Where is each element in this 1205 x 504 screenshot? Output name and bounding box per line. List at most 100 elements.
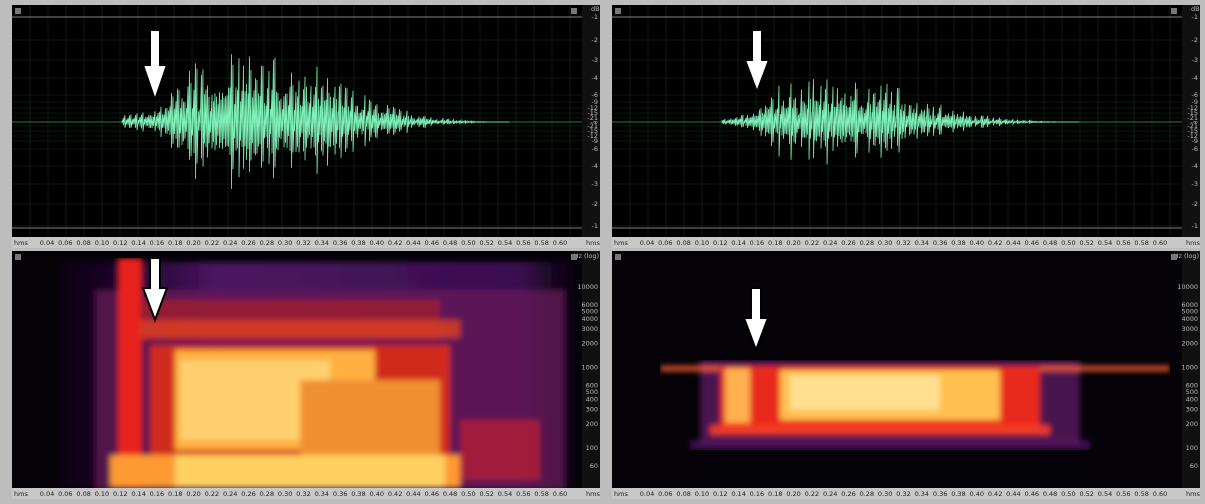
time-tick-label: 0.48: [443, 239, 457, 247]
time-tick-label: 0.16: [750, 239, 764, 247]
corner-button[interactable]: [571, 8, 577, 14]
corner-button[interactable]: [615, 254, 621, 260]
time-tick-label: 0.10: [95, 490, 109, 498]
time-tick-label: 0.22: [205, 490, 219, 498]
spectral-energy: [175, 455, 445, 487]
time-tick-label: 0.18: [168, 239, 182, 247]
time-tick-label: 0.22: [805, 239, 819, 247]
time-tick-label: 0.04: [640, 490, 654, 498]
time-tick-label: 0.26: [841, 239, 855, 247]
time-tick-label: 0.58: [1134, 239, 1148, 247]
db-tick-label: -3: [592, 180, 598, 188]
spectral-energy: [790, 375, 940, 410]
hz-tick-label: 100: [586, 444, 598, 452]
time-tick-label: 0.52: [1079, 239, 1093, 247]
time-tick-label: 0.18: [768, 490, 782, 498]
time-tick-label: 0.26: [241, 239, 255, 247]
hz-tick-label: 100: [1186, 444, 1198, 452]
time-tick-label: 0.08: [676, 239, 690, 247]
spectral-energy: [710, 425, 1050, 435]
time-tick-label: 0.58: [1134, 490, 1148, 498]
time-tick-label: 0.16: [150, 239, 164, 247]
time-tick-label: 0.08: [676, 490, 690, 498]
hz-tick-label: 1000: [581, 364, 598, 372]
time-tick-label: 0.52: [1079, 490, 1093, 498]
time-tick-label: 0.38: [351, 239, 365, 247]
time-tick-label: 0.42: [988, 490, 1002, 498]
spectral-energy: [118, 258, 142, 488]
time-tick-label: 0.50: [461, 239, 475, 247]
corner-button[interactable]: [571, 254, 577, 260]
time-tick-label: 0.42: [388, 239, 402, 247]
time-unit: hms: [14, 239, 28, 247]
time-tick-label: 0.08: [76, 239, 90, 247]
corner-button[interactable]: [1171, 8, 1177, 14]
time-tick-label: 0.32: [896, 239, 910, 247]
db-tick-label: -1: [592, 222, 598, 230]
corner-button[interactable]: [615, 8, 621, 14]
time-tick-label: 0.10: [95, 239, 109, 247]
time-tick-label: 0.40: [970, 239, 984, 247]
time-tick-label: 0.20: [186, 490, 200, 498]
time-tick-label: 0.10: [695, 490, 709, 498]
spectrogram-panel: Hz (log)10000600050004000300020001000600…: [612, 251, 1200, 499]
time-tick-label: 0.06: [58, 239, 72, 247]
hz-tick-label: 400: [1186, 396, 1198, 404]
db-tick-label: -4: [592, 162, 598, 170]
time-tick-label: 0.56: [1116, 239, 1130, 247]
time-tick-label: 0.50: [1061, 239, 1075, 247]
corner-button[interactable]: [1171, 254, 1177, 260]
time-tick-label: 0.34: [315, 239, 329, 247]
time-tick-label: 0.60: [553, 490, 567, 498]
time-tick-label: 0.06: [658, 490, 672, 498]
time-tick-label: 0.36: [333, 239, 347, 247]
spectrogram-panel: Hz (log)10000600050004000300020001000600…: [12, 251, 600, 499]
time-tick-label: 0.14: [131, 239, 145, 247]
time-tick-label: 0.34: [915, 490, 929, 498]
waveform-panel: dB-1-2-3-4-6-9-12-15-21-∞-21-15-12-9-6-4…: [612, 5, 1200, 248]
hz-tick-label: 400: [586, 396, 598, 404]
corner-button[interactable]: [15, 8, 21, 14]
db-tick-label: -2: [592, 36, 598, 44]
spectral-energy: [460, 420, 540, 480]
db-tick-label: -3: [1192, 180, 1198, 188]
time-tick-label: 0.12: [113, 239, 127, 247]
spectral-energy: [725, 368, 750, 423]
time-tick-label: 0.06: [58, 490, 72, 498]
time-tick-label: 0.36: [933, 490, 947, 498]
time-tick-label: 0.40: [370, 490, 384, 498]
spectral-energy: [300, 380, 440, 460]
spectral-energy: [140, 320, 460, 338]
time-tick-label: 0.24: [223, 490, 237, 498]
corner-button[interactable]: [15, 254, 21, 260]
hz-tick-label: 500: [586, 388, 598, 396]
time-tick-label: 0.44: [1006, 490, 1020, 498]
db-tick-label: -1: [1192, 222, 1198, 230]
time-tick-label: 0.32: [296, 490, 310, 498]
hz-tick-label: 3000: [581, 325, 598, 333]
db-tick-label: -3: [592, 56, 598, 64]
hz-tick-label: 300: [586, 406, 598, 414]
time-tick-label: 0.22: [805, 490, 819, 498]
time-tick-label: 0.28: [260, 490, 274, 498]
db-tick-label: -4: [1192, 162, 1198, 170]
time-tick-label: 0.42: [988, 239, 1002, 247]
time-tick-label: 0.14: [731, 490, 745, 498]
time-tick-label: 0.54: [1098, 490, 1112, 498]
time-tick-label: 0.48: [443, 490, 457, 498]
db-tick-label: -1: [592, 13, 598, 21]
db-tick-label: -4: [592, 74, 598, 82]
db-tick-label: -2: [1192, 36, 1198, 44]
time-tick-label: 0.38: [951, 239, 965, 247]
time-tick-label: 0.58: [534, 239, 548, 247]
time-tick-label: 0.44: [1006, 239, 1020, 247]
db-tick-label: -2: [592, 200, 598, 208]
time-tick-label: 0.46: [1025, 490, 1039, 498]
time-tick-label: 0.04: [40, 490, 54, 498]
db-tick-label: -6: [592, 145, 598, 153]
db-tick-label: -4: [1192, 74, 1198, 82]
time-tick-label: 0.36: [933, 239, 947, 247]
time-tick-label: 0.12: [113, 490, 127, 498]
time-tick-label: 0.44: [406, 490, 420, 498]
time-tick-label: 0.40: [970, 490, 984, 498]
